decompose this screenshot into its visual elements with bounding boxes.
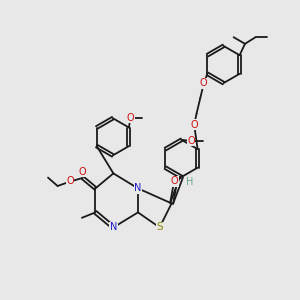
Text: O: O bbox=[127, 113, 134, 123]
Text: O: O bbox=[200, 78, 208, 88]
Text: O: O bbox=[78, 167, 86, 177]
Text: S: S bbox=[156, 222, 163, 233]
Text: O: O bbox=[66, 176, 74, 187]
Text: O: O bbox=[187, 136, 195, 146]
Text: O: O bbox=[190, 120, 198, 130]
Text: N: N bbox=[110, 222, 117, 233]
Text: N: N bbox=[134, 183, 142, 194]
Text: O: O bbox=[171, 176, 178, 187]
Text: H: H bbox=[186, 177, 194, 188]
